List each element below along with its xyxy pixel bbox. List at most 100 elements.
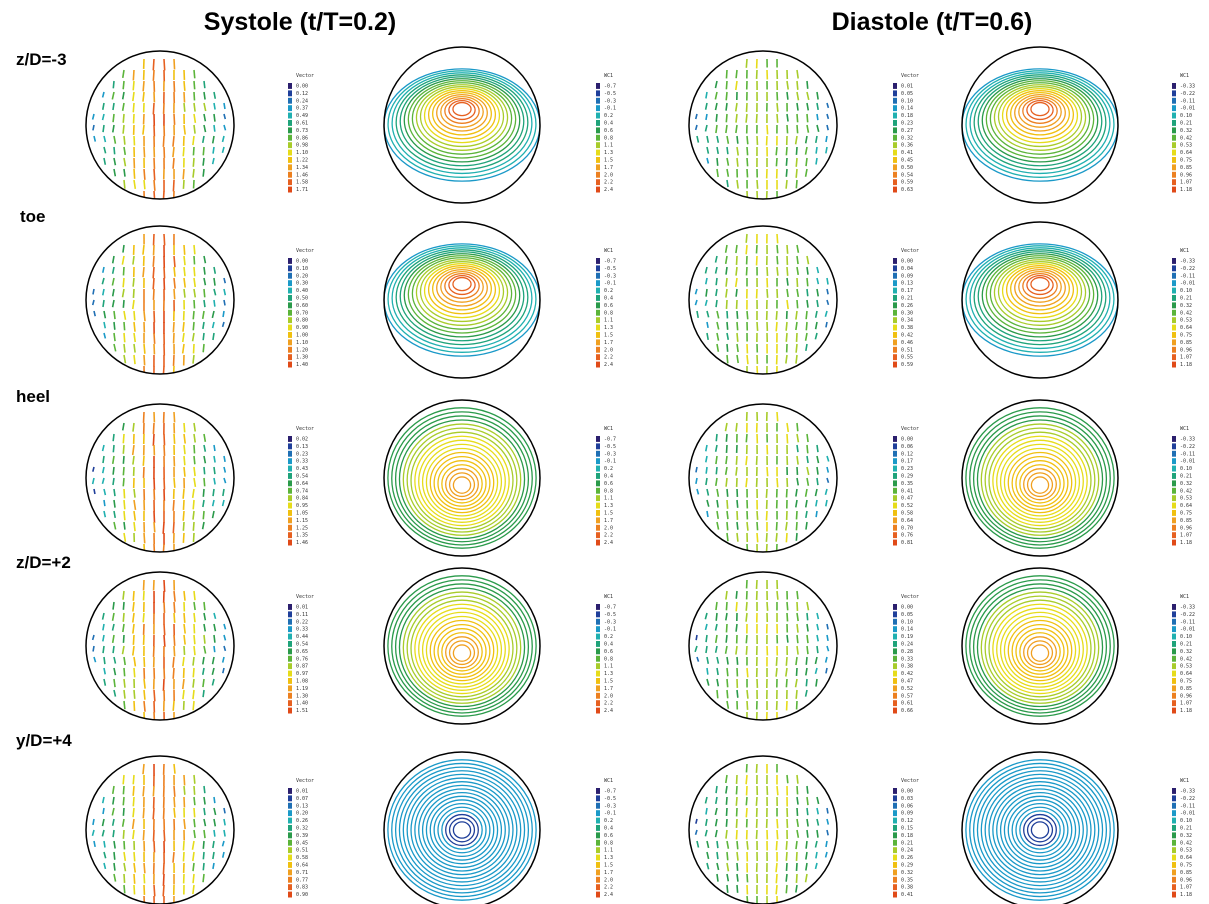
legend-swatch	[596, 157, 600, 163]
vector-arrow	[102, 830, 104, 836]
legend-swatch	[596, 362, 600, 368]
legend-swatch	[1172, 803, 1176, 809]
vector-arrow	[737, 333, 738, 342]
legend-label: 0.64	[1180, 855, 1192, 861]
contour-line	[388, 760, 536, 900]
vector-arrow	[787, 267, 788, 276]
vector-arrow	[133, 808, 134, 817]
legend-label: 0.63	[901, 187, 913, 193]
legend-swatch	[893, 525, 897, 531]
legend-label: 0.6	[604, 649, 613, 655]
legend-label: 0.00	[296, 84, 308, 90]
vector-arrow	[737, 533, 738, 542]
vector-arrow	[163, 366, 164, 377]
legend-label: 1.18	[1180, 708, 1192, 714]
vector-arrow	[103, 125, 104, 132]
legend-label: 0.12	[296, 91, 308, 97]
legend-swatch	[596, 634, 600, 640]
legend-swatch	[288, 466, 292, 472]
legend-swatch	[288, 98, 292, 104]
vector-arrow	[133, 819, 134, 829]
vector-arrow	[796, 679, 797, 687]
vector-arrow	[746, 234, 747, 243]
vector-arrow	[807, 289, 808, 296]
contour-plot	[388, 576, 536, 716]
legend-swatch	[288, 288, 292, 294]
legend-label: -0.5	[604, 266, 616, 272]
legend-swatch	[288, 135, 292, 141]
legend-label: 0.75	[1180, 863, 1192, 869]
vector-arrow	[123, 775, 124, 784]
legend-label: 0.81	[901, 540, 913, 546]
vector-arrow	[826, 668, 827, 673]
vector-arrow	[134, 511, 135, 521]
contour-line	[412, 83, 511, 154]
vector-arrow	[124, 657, 125, 665]
vector-arrow	[174, 478, 175, 488]
figure: Systole (t/T=0.2) Diastole (t/T=0.6) z/D…	[0, 0, 1209, 904]
vector-arrow	[94, 657, 96, 662]
pipe-outline	[86, 756, 234, 904]
legend-swatch	[893, 436, 897, 442]
legend-label: 0.32	[1180, 833, 1192, 839]
legend-label: 0.33	[901, 656, 913, 662]
vector-arrow	[204, 613, 205, 620]
legend-label: 0.15	[901, 826, 913, 832]
vector-arrow	[133, 445, 134, 455]
legend-label: 0.64	[1180, 503, 1192, 509]
legend-swatch	[1172, 832, 1176, 838]
vector-arrow	[103, 92, 104, 97]
vector-arrow	[184, 245, 185, 255]
vector-arrow	[736, 467, 737, 476]
vector-arrow	[816, 679, 817, 687]
vector-arrow	[776, 533, 777, 542]
legend-swatch	[1172, 656, 1176, 662]
vector-arrow	[817, 819, 818, 826]
legend-label: 1.34	[296, 165, 308, 171]
vector-arrow	[143, 808, 144, 818]
vector-arrow	[736, 278, 737, 287]
vector-arrow	[786, 322, 787, 331]
legend-swatch	[288, 120, 292, 126]
vector-arrow	[757, 533, 758, 542]
vector-arrow	[213, 158, 214, 164]
legend-swatch	[893, 892, 897, 898]
legend-label: 0.6	[604, 481, 613, 487]
legend-swatch	[596, 473, 600, 479]
vector-arrow	[777, 830, 778, 839]
vector-arrow	[707, 147, 708, 154]
legend-swatch	[596, 302, 600, 308]
vector-arrow	[766, 533, 767, 542]
vector-arrow	[92, 830, 94, 836]
vector-arrow	[807, 819, 808, 827]
vector-arrow	[756, 245, 757, 253]
legend-label: 1.3	[604, 503, 613, 509]
legend-swatch	[1172, 855, 1176, 861]
vector-arrow	[717, 311, 719, 318]
contour-line	[442, 633, 482, 671]
legend-swatch	[1172, 840, 1176, 846]
contour-line	[962, 244, 1118, 356]
legend-swatch	[1172, 510, 1176, 516]
vector-arrow	[807, 478, 808, 486]
legend-label: 0.09	[901, 811, 913, 817]
vector-arrow	[153, 103, 154, 114]
legend-label: 0.75	[1180, 158, 1192, 164]
vector-arrow	[173, 701, 174, 711]
legend-label: -0.01	[1180, 459, 1195, 465]
vector-arrow	[224, 125, 226, 130]
vector-arrow	[776, 668, 777, 677]
vector-arrow	[154, 841, 155, 852]
legend-label: 1.51	[296, 708, 308, 714]
legend-swatch	[596, 172, 600, 178]
vector-arrow	[153, 808, 154, 819]
vector-arrow	[113, 103, 114, 110]
pipe-outline	[689, 756, 837, 904]
vector-arrow	[715, 808, 717, 815]
legend-label: 1.58	[296, 180, 308, 186]
vector-arrow	[124, 511, 125, 520]
vector-arrow	[204, 478, 205, 486]
legend-label: 0.23	[901, 466, 913, 472]
legend-title: WC1	[604, 426, 613, 432]
vector-arrow	[193, 511, 194, 520]
